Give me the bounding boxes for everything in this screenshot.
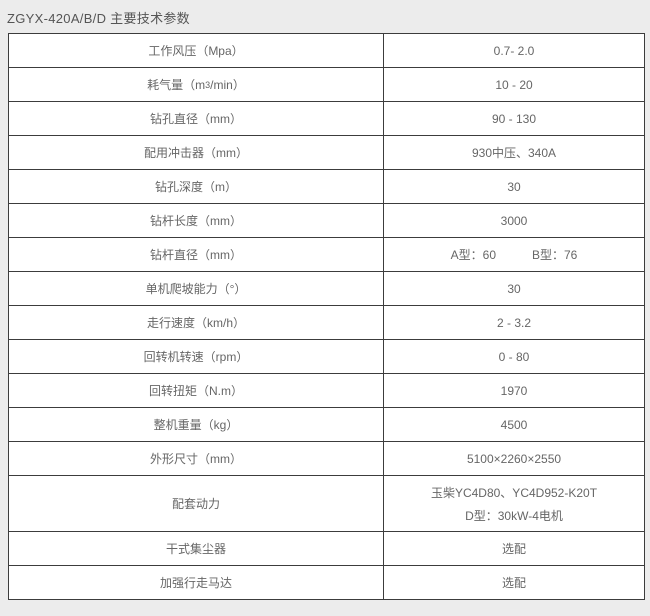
param-label: 外形尺寸（mm） (9, 442, 384, 475)
param-label: 钻孔深度（m） (9, 170, 384, 203)
table-row-working-pressure: 工作风压（Mpa） 0.7- 2.0 (9, 34, 644, 68)
param-label: 钻杆长度（mm） (9, 204, 384, 237)
param-value: 3000 (500, 213, 528, 228)
param-value: 30 (507, 281, 521, 296)
table-row-hole-depth: 钻孔深度（m） 30 (9, 170, 644, 204)
param-value: 5100×2260×2550 (466, 451, 562, 466)
param-label: 钻孔直径（mm） (9, 102, 384, 135)
param-label: 加强行走马达 (9, 566, 384, 599)
param-label: 整机重量（kg） (9, 408, 384, 441)
param-value-line-1: 玉柴YC4D80、YC4D952-K20T (430, 485, 598, 500)
page-title: ZGYX-420A/B/D 主要技术参数 (7, 11, 190, 26)
table-row-rotation-torque: 回转扭矩（N.m） 1970 (9, 374, 644, 408)
param-label: 钻杆直径（mm） (9, 238, 384, 271)
table-row-travel-motor: 加强行走马达 选配 (9, 566, 644, 599)
param-value: 930中压、340A (471, 146, 557, 160)
table-row-rod-diameter: 钻杆直径（mm） A型：60 B型：76 (9, 238, 644, 272)
param-value: 选配 (501, 576, 526, 590)
param-value: 选配 (501, 542, 526, 556)
param-value-line-2: D型：30kW-4电机 (465, 508, 563, 523)
param-label: 配套动力 (9, 476, 384, 531)
param-value: 4500 (500, 417, 528, 432)
table-row-travel-speed: 走行速度（km/h） 2 - 3.2 (9, 306, 644, 340)
param-value: 0.7- 2.0 (493, 43, 535, 58)
label-text-post: /min） (210, 78, 245, 92)
param-label: 干式集尘器 (9, 532, 384, 565)
table-row-dust-collector: 干式集尘器 选配 (9, 532, 644, 566)
param-value: 0 - 80 (498, 349, 530, 364)
table-row-power-unit: 配套动力 玉柴YC4D80、YC4D952-K20T D型：30kW-4电机 (9, 476, 644, 532)
table-row-rotation-speed: 回转机转速（rpm） 0 - 80 (9, 340, 644, 374)
param-value: 30 (507, 179, 521, 194)
param-label: 单机爬坡能力（°） (9, 272, 384, 305)
param-value: 2 - 3.2 (496, 315, 532, 330)
param-label: 走行速度（km/h） (9, 306, 384, 339)
param-value: A型：60 B型：76 (450, 248, 578, 262)
table-row-hole-diameter: 钻孔直径（mm） 90 - 130 (9, 102, 644, 136)
table-row-impactor: 配用冲击器（mm） 930中压、340A (9, 136, 644, 170)
param-value: 1970 (500, 383, 528, 398)
param-label: 配用冲击器（mm） (9, 136, 384, 169)
param-label: 工作风压（Mpa） (9, 34, 384, 67)
table-row-climbing-ability: 单机爬坡能力（°） 30 (9, 272, 644, 306)
param-label: 回转扭矩（N.m） (9, 374, 384, 407)
table-row-dimensions: 外形尺寸（mm） 5100×2260×2550 (9, 442, 644, 476)
label-text-pre: 耗气量（m (147, 78, 206, 92)
param-value: 90 - 130 (491, 111, 537, 126)
param-label: 回转机转速（rpm） (9, 340, 384, 373)
table-row-machine-weight: 整机重量（kg） 4500 (9, 408, 644, 442)
param-value: 玉柴YC4D80、YC4D952-K20T D型：30kW-4电机 (384, 476, 644, 531)
table-row-air-consumption: 耗气量（m 3/min） 10 - 20 (9, 68, 644, 102)
param-value: 10 - 20 (495, 77, 533, 92)
spec-table: 工作风压（Mpa） 0.7- 2.0 耗气量（m 3/min） 10 - 20 钻… (8, 33, 645, 600)
table-row-rod-length: 钻杆长度（mm） 3000 (9, 204, 644, 238)
param-label: 耗气量（m 3/min） (9, 68, 384, 101)
